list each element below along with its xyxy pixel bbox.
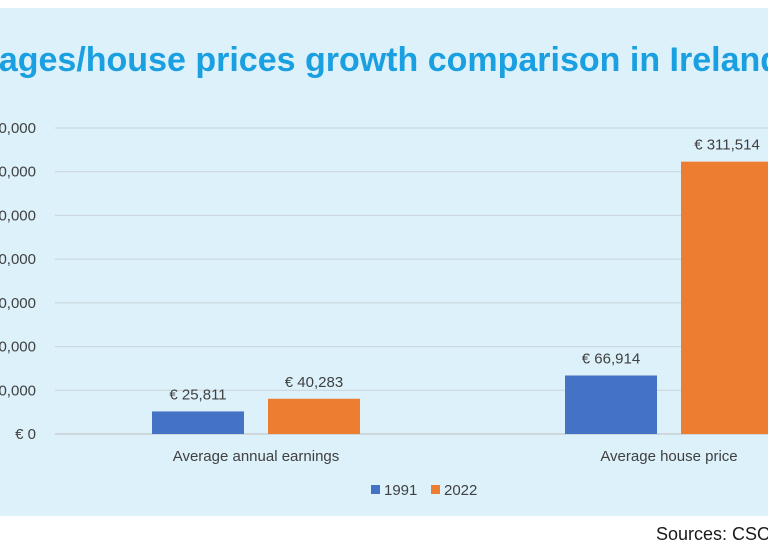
data-label-2022-1: € 40,283 [285,374,343,391]
bars [152,161,768,434]
chart-title: Wages/house prices growth comparison in … [0,41,768,79]
legend-label-1991: 1991 [384,482,417,499]
data-labels: € 25,811 € 66,914 € 40,283 € 311,514 [169,137,759,404]
legend-label-2022: 2022 [444,482,477,499]
source-note: Sources: CSO/PBI [656,524,768,544]
category-label: Average annual earnings [173,448,340,465]
gridlines [55,127,768,435]
data-label-2022-2: € 311,514 [694,137,760,154]
legend: 1991 2022 [371,482,477,499]
category-label: Average house price [600,448,737,465]
y-tick-label: € 200,000 [0,251,36,268]
bar-2022-2 [681,161,768,434]
y-tick-label: € 350,000 [0,120,36,137]
legend-swatch-2022 [431,485,440,494]
data-label-1991-2: € 66,914 [582,350,640,367]
y-tick-label: € 250,000 [0,207,36,224]
y-tick-label: € 0 [15,426,36,443]
y-tick-label: € 300,000 [0,164,36,181]
y-tick-label: € 100,000 [0,339,36,356]
bar-1991-1 [152,411,244,434]
data-label-1991-1: € 25,811 [169,386,226,403]
bar-2022-1 [268,398,360,434]
legend-swatch-1991 [371,485,380,494]
x-axis-category-labels: Average annual earnings Average house pri… [173,448,738,465]
y-tick-label: € 50,000 [0,382,36,399]
y-tick-label: € 150,000 [0,295,36,312]
y-axis-tick-labels: € 0 € 50,000 € 100,000 € 150,000 € 200,000 € … [0,120,36,443]
bar-1991-2 [565,375,657,434]
